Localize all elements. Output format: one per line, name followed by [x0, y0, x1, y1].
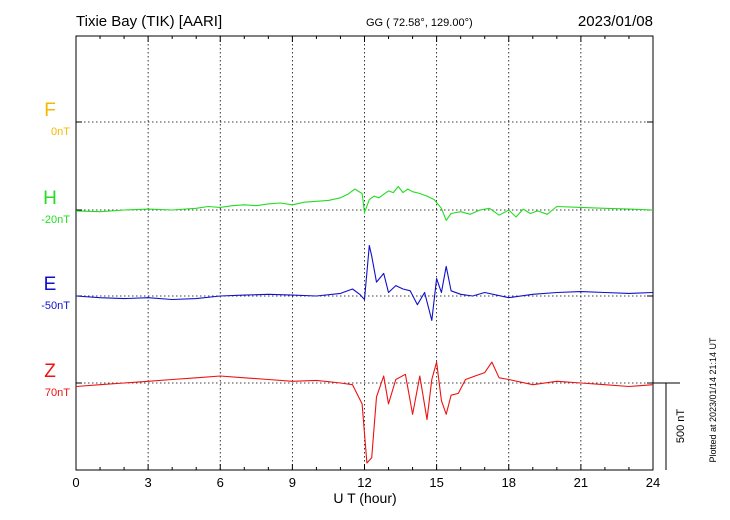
- coordinates-label: GG ( 72.58°, 129.00°): [366, 17, 473, 29]
- x-axis-label: U T (hour): [333, 490, 396, 506]
- baseline-value-E: -50nT: [41, 300, 70, 312]
- baseline-value-H: -20nT: [41, 214, 70, 226]
- scale-bar-label: 500 nT: [675, 409, 687, 444]
- component-label-Z: Z: [44, 361, 56, 382]
- x-tick-label-0: 0: [72, 475, 79, 490]
- scale-bar: 500 nT: [653, 382, 687, 470]
- x-tick-label-24: 24: [646, 475, 660, 490]
- date-label: 2023/01/08: [578, 13, 653, 30]
- trace-Z: [75, 361, 654, 464]
- x-tick-label-3: 3: [145, 475, 152, 490]
- x-tick-label-18: 18: [502, 475, 516, 490]
- traces: [75, 185, 654, 464]
- baseline-value-F: 0nT: [51, 126, 70, 138]
- grid-lines: [147, 36, 582, 470]
- component-label-E: E: [44, 274, 57, 295]
- component-label-H: H: [43, 188, 57, 209]
- x-tick-label-12: 12: [357, 475, 371, 490]
- x-tick-label-15: 15: [429, 475, 443, 490]
- trace-H: [75, 185, 654, 221]
- station-title: Tixie Bay (TIK) [AARI]: [76, 13, 222, 30]
- x-tick-label-6: 6: [217, 475, 224, 490]
- trace-E: [75, 244, 654, 321]
- plotted-timestamp: Plotted at 2023/01/14 21:14 UT: [708, 337, 718, 463]
- component-labels: F 0nT H -20nT E -50nT Z 70nT: [41, 100, 70, 399]
- x-ticks: 0 3 6 9 12 15 18 21 24: [72, 36, 660, 490]
- x-tick-label-21: 21: [574, 475, 588, 490]
- x-tick-label-9: 9: [289, 475, 296, 490]
- baseline-value-Z: 70nT: [45, 387, 70, 399]
- component-label-F: F: [44, 100, 56, 121]
